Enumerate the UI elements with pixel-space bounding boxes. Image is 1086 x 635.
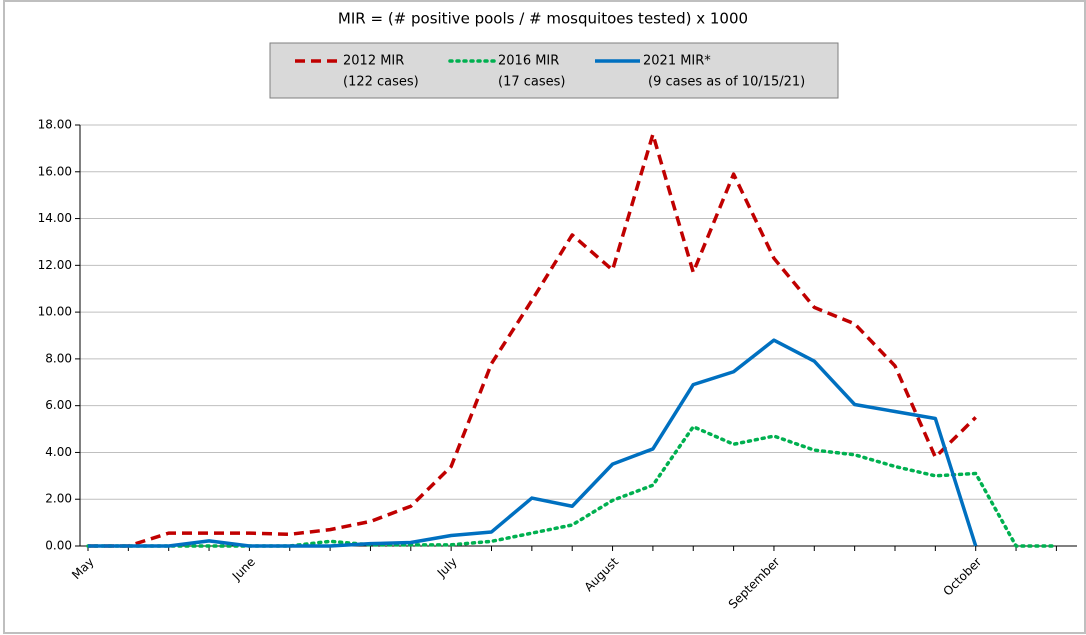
y-tick-label: 10.00	[38, 305, 72, 319]
chart-frame	[3, 0, 1086, 634]
y-tick-label: 2.00	[45, 492, 72, 506]
chart-title: MIR = (# positive pools / # mosquitoes t…	[338, 10, 748, 28]
legend-note: (9 cases as of 10/15/21)	[648, 75, 805, 90]
y-tick-label: 0.00	[45, 539, 72, 553]
series-line	[88, 338, 978, 548]
series-line	[88, 132, 977, 548]
y-tick-label: 16.00	[38, 164, 72, 178]
y-tick-label: 8.00	[45, 351, 72, 365]
legend-label: 2016 MIR	[498, 54, 559, 69]
y-tick-label: 12.00	[38, 258, 72, 272]
y-tick-label: 18.00	[38, 118, 72, 132]
y-tick-label: 6.00	[45, 398, 72, 412]
y-tick-label: 14.00	[38, 211, 72, 225]
legend-label: 2021 MIR*	[643, 54, 711, 69]
legend-note: (17 cases)	[498, 75, 565, 90]
legend-note: (122 cases)	[343, 75, 419, 90]
y-tick-label: 4.00	[45, 445, 72, 459]
legend-label: 2012 MIR	[343, 54, 404, 69]
legend-box	[269, 42, 839, 99]
